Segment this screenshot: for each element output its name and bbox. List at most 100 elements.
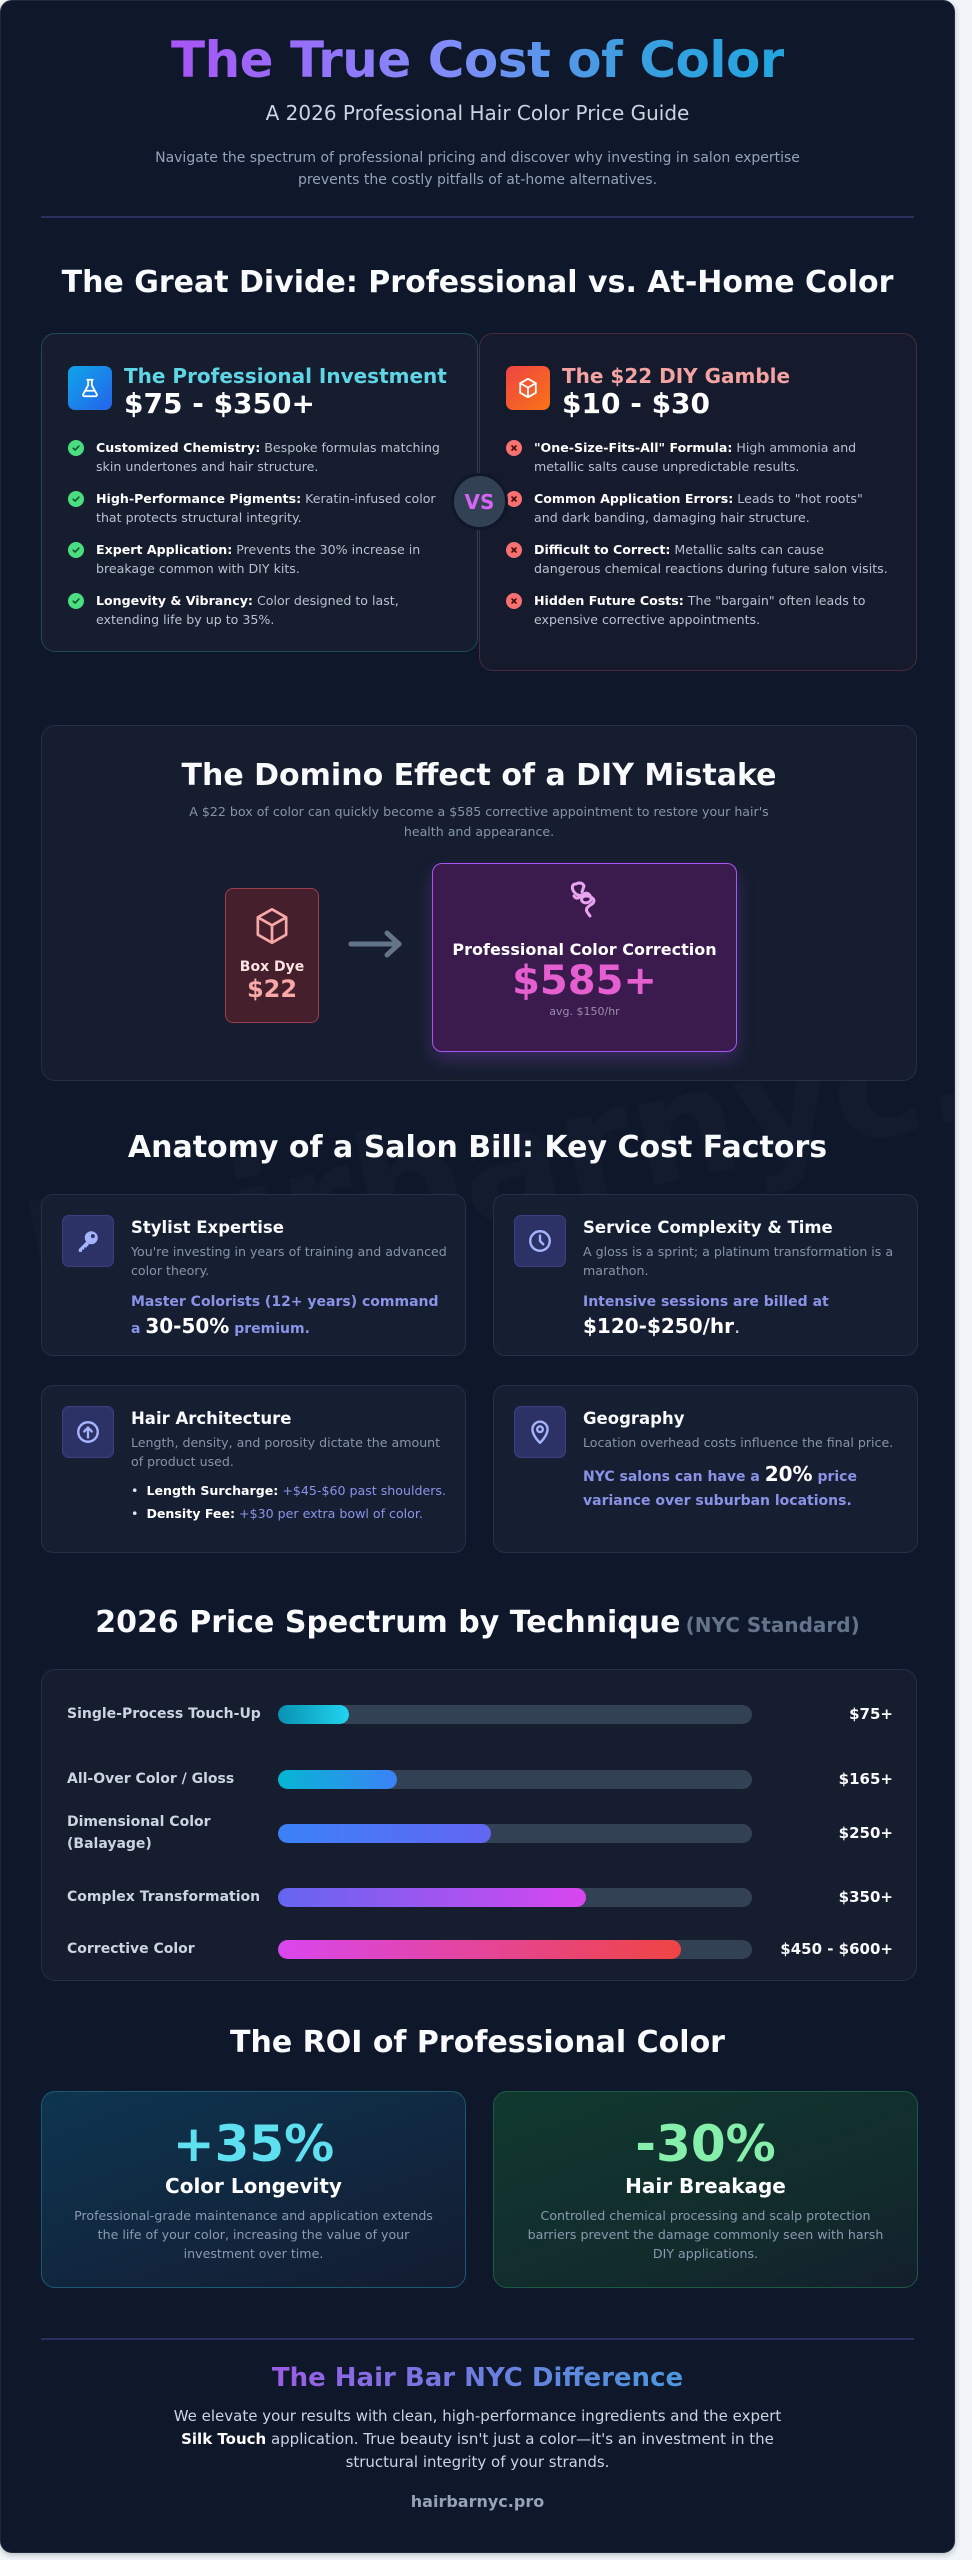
price-value: $250+: [838, 1824, 893, 1842]
price-value: $350+: [838, 1888, 893, 1906]
roi-heading: The ROI of Professional Color: [230, 2025, 725, 2060]
arrow-right-icon: [348, 929, 404, 959]
website-link[interactable]: hairbarnyc.pro: [410, 2492, 545, 2511]
highlight-value: $120-$250/hr: [583, 1314, 735, 1338]
price-bar-fill: [278, 1704, 350, 1724]
item-title: Density Fee:: [146, 1506, 236, 1521]
page-intro: Navigate the spectrum of professional pr…: [155, 150, 800, 188]
color-correction-price: $585+: [512, 958, 657, 1004]
item-title: Longevity & Vibrancy:: [96, 593, 253, 608]
check-circle-icon: [68, 491, 84, 507]
key-icon: [62, 1215, 114, 1267]
price-bar-fill: [278, 1887, 587, 1907]
footer-emphasis: Silk Touch: [181, 2430, 267, 2448]
price-bar-fill: [278, 1769, 397, 1789]
box-dye-card: Box Dye $22: [225, 888, 319, 1023]
roi-value: -30%: [635, 2115, 776, 2173]
list-item: • Density Fee: +$30 per extra bowl of col…: [131, 1506, 423, 1521]
item-title: Difficult to Correct:: [534, 542, 671, 557]
footer-divider: [41, 2338, 914, 2340]
color-correction-rate: avg. $150/hr: [549, 1005, 620, 1018]
price-bar-fill: [278, 1939, 681, 1959]
x-circle-icon: [506, 491, 522, 507]
highlight-text: price variance over suburban locations.: [583, 1469, 857, 1509]
item-text: +$30 per extra bowl of color.: [235, 1506, 423, 1521]
highlight-text: premium.: [229, 1321, 310, 1337]
factor-highlight: Intensive sessions are billed at $120-$2…: [583, 1290, 899, 1341]
list-item: High-Performance Pigments: Keratin-infus…: [68, 489, 451, 527]
page-subtitle: A 2026 Professional Hair Color Price Gui…: [265, 101, 690, 125]
price-bar-track: [278, 1769, 752, 1789]
spectrum-note: (NYC Standard): [685, 1613, 860, 1637]
x-circle-icon: [506, 593, 522, 609]
roi-card-longevity: +35% Color Longevity Professional-grade …: [41, 2091, 466, 2288]
highlight-value: 20%: [764, 1462, 813, 1486]
roi-label: Hair Breakage: [625, 2174, 786, 2198]
price-value: $75+: [849, 1705, 893, 1723]
factor-desc: A gloss is a sprint; a platinum transfor…: [583, 1244, 894, 1278]
domino-subtitle: A $22 box of color can quickly become a …: [189, 804, 769, 839]
item-text: +$45-$60 past shoulders.: [278, 1483, 446, 1498]
professional-price: $75 - $350+: [124, 387, 315, 420]
item-title: High-Performance Pigments:: [96, 491, 302, 506]
professional-benefits: Customized Chemistry: Bespoke formulas m…: [68, 438, 451, 629]
check-circle-icon: [68, 542, 84, 558]
map-pin-icon: [514, 1406, 566, 1458]
flask-icon: [68, 366, 112, 410]
highlight-text: NYC salons can have a: [583, 1469, 765, 1485]
comparison-heading: The Great Divide: Professional vs. At-Ho…: [61, 265, 894, 300]
factor-card-service-complexity: Service Complexity & Time A gloss is a s…: [493, 1194, 918, 1356]
diy-drawbacks: "One-Size-Fits-All" Formula: High ammoni…: [506, 438, 890, 629]
clock-icon: [514, 1215, 566, 1267]
technique-label: Dimensional Color (Balayage): [67, 1814, 211, 1852]
item-title: Hidden Future Costs:: [534, 593, 684, 608]
roi-card-breakage: -30% Hair Breakage Controlled chemical p…: [493, 2091, 918, 2288]
spectrum-heading: 2026 Price Spectrum by Technique (NYC St…: [1, 1605, 954, 1640]
footer-text: We elevate your results with clean, high…: [173, 2407, 782, 2425]
professional-card: The Professional Investment $75 - $350+ …: [41, 333, 478, 652]
item-text: Metallic salts can cause dangerous chemi…: [534, 542, 888, 576]
spectrum-row: Single-Process Touch-Up $75+: [67, 1692, 893, 1736]
price-spectrum-chart: Single-Process Touch-Up $75+ All-Over Co…: [41, 1669, 917, 1981]
list-item: • Length Surcharge: +$45-$60 past shoulde…: [131, 1483, 446, 1498]
page-title: The True Cost of Color: [170, 31, 785, 89]
factor-card-stylist-expertise: Stylist Expertise You're investing in ye…: [41, 1194, 466, 1356]
domino-section: The Domino Effect of a DIY Mistake A $22…: [41, 725, 917, 1081]
factor-highlight: NYC salons can have a 20% price variance…: [583, 1462, 899, 1513]
color-correction-label: Professional Color Correction: [452, 940, 717, 959]
item-text: The "bargain" often leads to expensive c…: [534, 593, 866, 627]
highlight-text: Master Colorists (12+ years) command a: [131, 1294, 439, 1337]
factor-title: Hair Architecture: [131, 1409, 292, 1428]
spectrum-row: Corrective Color $450 - $600+: [67, 1927, 893, 1971]
highlight-value: 30-50%: [145, 1314, 230, 1338]
header-divider: [41, 216, 914, 218]
diy-label: The $22 DIY Gamble: [562, 364, 791, 388]
factor-card-geography: Geography Location overhead costs influe…: [493, 1385, 918, 1553]
item-title: Length Surcharge:: [146, 1483, 279, 1498]
technique-label: All-Over Color / Gloss: [67, 1771, 235, 1787]
list-item: Customized Chemistry: Bespoke formulas m…: [68, 438, 451, 476]
list-item: "One-Size-Fits-All" Formula: High ammoni…: [506, 438, 890, 476]
color-correction-card: Professional Color Correction $585+ avg.…: [432, 863, 737, 1052]
factor-desc: You're investing in years of training an…: [131, 1244, 447, 1278]
item-title: Customized Chemistry:: [96, 440, 261, 455]
list-item: Hidden Future Costs: The "bargain" often…: [506, 591, 890, 629]
roi-value: +35%: [172, 2115, 335, 2173]
item-text: Keratin-infused color that protects stru…: [96, 491, 436, 525]
domino-title: The Domino Effect of a DIY Mistake: [181, 758, 777, 793]
arrow-up-circle-icon: [62, 1406, 114, 1458]
factor-desc: Length, density, and porosity dictate th…: [131, 1435, 441, 1469]
x-circle-icon: [506, 542, 522, 558]
price-bar-track: [278, 1939, 752, 1959]
spectrum-row: Dimensional Color (Balayage) $250+: [67, 1800, 893, 1866]
price-bar-fill: [278, 1823, 492, 1843]
footer-title: The Hair Bar NYC Difference: [271, 2363, 684, 2393]
footer-body: We elevate your results with clean, high…: [171, 2405, 784, 2474]
diy-price: $10 - $30: [562, 387, 711, 420]
list-item: Longevity & Vibrancy: Color designed to …: [68, 591, 451, 629]
highlight-text: Intensive sessions are billed at: [583, 1294, 829, 1310]
item-text: Prevents the 30% increase in breakage co…: [96, 542, 421, 576]
factors-heading: Anatomy of a Salon Bill: Key Cost Factor…: [127, 1130, 828, 1165]
item-title: Expert Application:: [96, 542, 233, 557]
factor-card-hair-architecture: Hair Architecture Length, density, and p…: [41, 1385, 466, 1553]
